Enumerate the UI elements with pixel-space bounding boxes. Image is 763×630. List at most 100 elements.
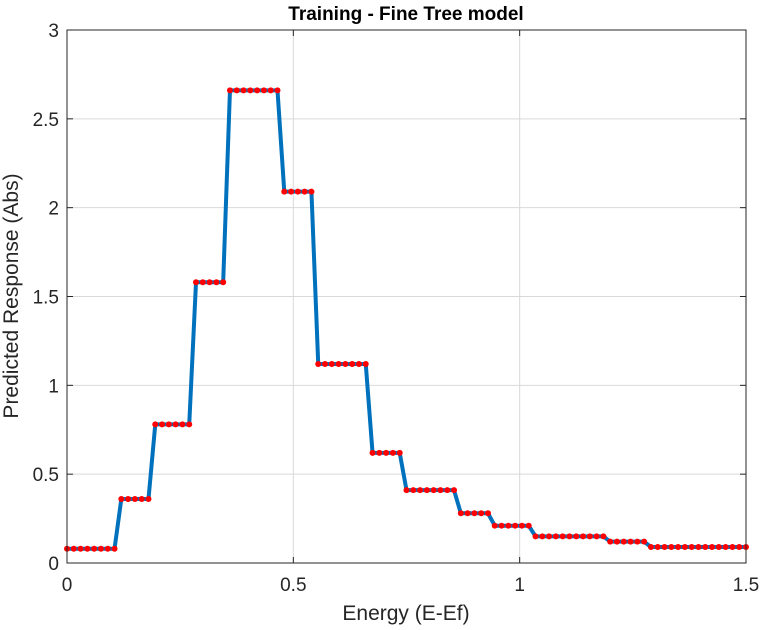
- data-point: [172, 421, 179, 428]
- data-point: [675, 544, 682, 551]
- data-point: [634, 538, 641, 545]
- data-point: [546, 533, 553, 540]
- data-point: [138, 496, 145, 503]
- data-point: [403, 487, 410, 494]
- data-point: [389, 449, 396, 456]
- data-point: [159, 421, 166, 428]
- data-point: [349, 361, 356, 368]
- data-point: [695, 544, 702, 551]
- data-point: [478, 510, 485, 517]
- data-point: [729, 544, 736, 551]
- data-point: [715, 544, 722, 551]
- data-point: [274, 87, 281, 94]
- data-point: [647, 544, 654, 551]
- data-point: [518, 522, 525, 529]
- data-point: [104, 545, 111, 552]
- ticks: 0 0.5 1 1.5 0 0.5 1 1.5 2 2.5 3: [33, 21, 760, 596]
- data-point: [206, 279, 213, 286]
- data-point: [681, 544, 688, 551]
- data-point: [281, 188, 288, 195]
- data-point: [254, 87, 261, 94]
- data-point: [484, 510, 491, 517]
- data-point: [430, 487, 437, 494]
- data-point: [369, 449, 376, 456]
- data-point: [410, 487, 417, 494]
- data-point: [362, 361, 369, 368]
- data-point: [152, 421, 159, 428]
- data-point: [322, 361, 329, 368]
- y-tick-label: 2: [48, 199, 59, 220]
- data-point: [736, 544, 743, 551]
- data-point: [668, 544, 675, 551]
- data-point: [620, 538, 627, 545]
- data-point: [383, 449, 390, 456]
- y-tick-label: 2.5: [33, 110, 59, 131]
- data-point: [118, 496, 125, 503]
- data-point: [702, 544, 709, 551]
- data-point: [505, 522, 512, 529]
- grid: [67, 30, 746, 563]
- data-point: [294, 188, 301, 195]
- data-point: [328, 361, 335, 368]
- data-point: [355, 361, 362, 368]
- data-point: [539, 533, 546, 540]
- data-point: [471, 510, 478, 517]
- data-point: [512, 522, 519, 529]
- data-point: [580, 533, 587, 540]
- data-point: [233, 87, 240, 94]
- data-point: [464, 510, 471, 517]
- data-point: [125, 496, 132, 503]
- data-point: [709, 544, 716, 551]
- data-point: [491, 522, 498, 529]
- x-tick-label: 0.5: [280, 575, 306, 596]
- y-tick-label: 0: [48, 554, 59, 575]
- data-point: [593, 533, 600, 540]
- data-point: [97, 545, 104, 552]
- data-point: [165, 421, 172, 428]
- chart-title: Training - Fine Tree model: [288, 4, 523, 25]
- data-point: [444, 487, 451, 494]
- x-tick-label: 1: [514, 575, 525, 596]
- data-point: [559, 533, 566, 540]
- data-point: [688, 544, 695, 551]
- data-point: [226, 87, 233, 94]
- y-tick-label: 1.5: [33, 288, 59, 309]
- data-point: [247, 87, 254, 94]
- data-point: [193, 279, 200, 286]
- data-point: [498, 522, 505, 529]
- data-point: [288, 188, 295, 195]
- data-point: [722, 544, 729, 551]
- data-point: [607, 538, 614, 545]
- data-point: [423, 487, 430, 494]
- data-point: [213, 279, 220, 286]
- data-point: [532, 533, 539, 540]
- x-axis-label: Energy (E-Ef): [342, 602, 469, 625]
- data-point: [91, 545, 98, 552]
- data-point: [199, 279, 206, 286]
- data-point: [613, 538, 620, 545]
- data-point: [396, 449, 403, 456]
- data-point: [417, 487, 424, 494]
- data-point: [335, 361, 342, 368]
- data-point: [376, 449, 383, 456]
- y-tick-label: 1: [48, 376, 59, 397]
- data-point: [301, 188, 308, 195]
- y-axis-label: Predicted Response (Abs): [0, 173, 23, 418]
- data-point: [661, 544, 668, 551]
- data-point: [641, 538, 648, 545]
- data-point: [552, 533, 559, 540]
- data-point: [179, 421, 186, 428]
- data-point: [627, 538, 634, 545]
- data-point: [111, 545, 118, 552]
- data-point: [586, 533, 593, 540]
- data-point: [566, 533, 573, 540]
- data-point: [70, 545, 77, 552]
- data-point: [573, 533, 580, 540]
- data-point: [315, 361, 322, 368]
- data-point: [308, 188, 315, 195]
- y-tick-label: 3: [48, 21, 59, 42]
- data-point: [240, 87, 247, 94]
- x-tick-label: 1.5: [733, 575, 759, 596]
- data-point: [451, 487, 458, 494]
